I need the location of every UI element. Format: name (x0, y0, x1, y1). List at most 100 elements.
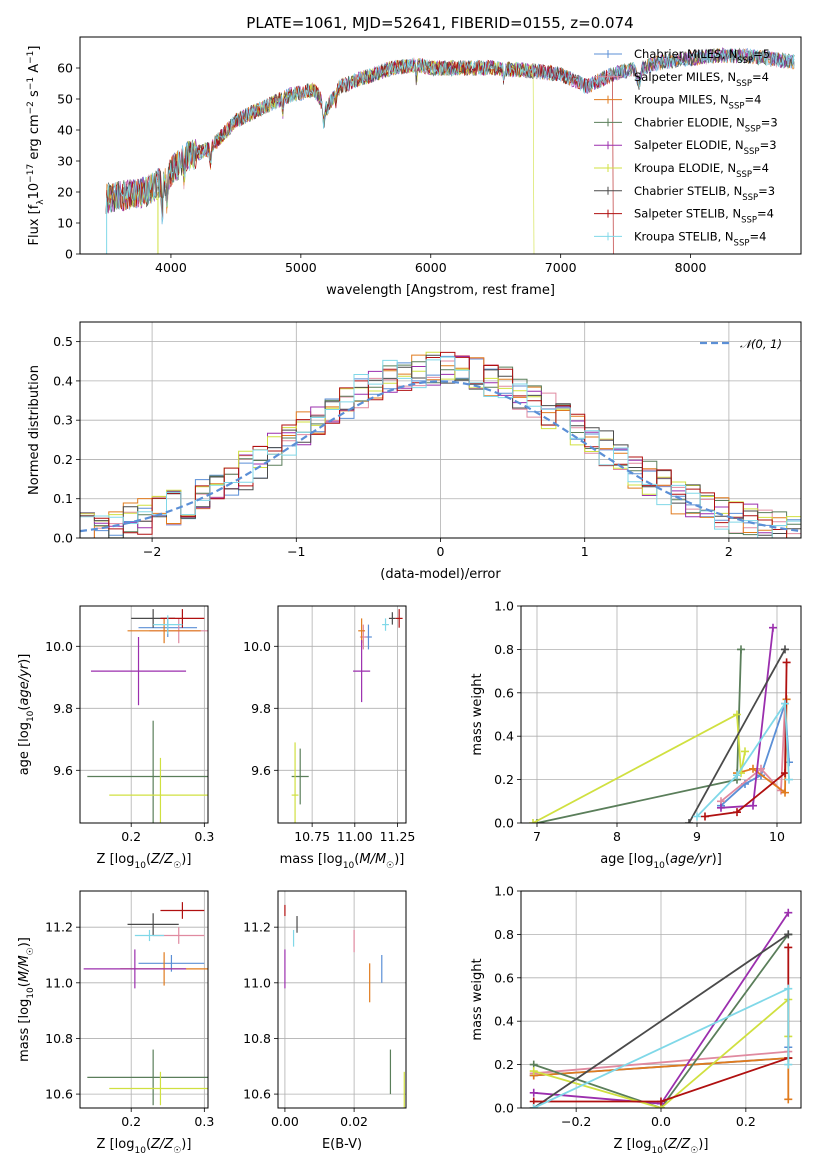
errorbar-salpeter_stelib (395, 609, 403, 628)
y-tick-label: 0 (65, 247, 73, 262)
y-tick-label: 0.2 (53, 452, 73, 467)
legend-label: Kroupa STELIB, NSSP=4 (634, 229, 766, 248)
weight-marker (769, 623, 777, 632)
y-tick-label: 11.0 (243, 975, 271, 990)
legend-suffix: =3 (761, 115, 778, 129)
legend-text: Chabrier ELODIE, N (634, 115, 745, 129)
spectrum-line-salpeter_stelib (105, 58, 614, 254)
y-axis-label: mass weight (470, 958, 485, 1040)
y-tick-label: 0.0 (494, 1101, 514, 1116)
x-tick-label: 8 (613, 829, 621, 844)
errorbar-salpeter_miles (359, 624, 367, 650)
plot-area (80, 351, 801, 538)
legend-sub: SSP (734, 238, 750, 248)
x-axis-label: age [log10(age/yr)] (600, 852, 722, 871)
y-tick-label: 0.0 (494, 816, 514, 831)
weight-marker (781, 645, 789, 654)
x-tick-label: −2 (143, 544, 161, 559)
legend-text: Salpeter MILES, N (634, 70, 736, 84)
x-axis-label: Z [log10(Z/Z☉)] (614, 1137, 709, 1156)
panel-weight_vs_age: 7 8 9 10 0.0 0.2 0.4 0.6 0.8 1.0 age [log10(age/yr… (470, 599, 802, 871)
x-tick-label: 0.2 (121, 1114, 141, 1129)
legend-label: Kroupa ELODIE, NSSP=4 (634, 161, 769, 180)
legend-label: Chabrier STELIB, NSSP=3 (634, 184, 775, 203)
hist-kroupa_stelib (80, 356, 801, 538)
y-tick-label: 11.0 (45, 975, 73, 990)
y-tick-label: 11.2 (45, 920, 73, 935)
axes-frame (79, 321, 802, 539)
y-tick-label: 10.6 (45, 1087, 73, 1102)
y-tick-label: 0.2 (494, 1057, 514, 1072)
weight-marker (741, 747, 749, 756)
weight-line-kroupa_elodie (532, 713, 746, 823)
legend-sub: SSP (742, 193, 758, 203)
weight-marker (784, 930, 793, 939)
ticks: 4000 5000 6000 7000 8000 0 10 20 30 40 50 60 (57, 61, 706, 276)
weight-line-salpeter_miles (720, 703, 786, 802)
legend-suffix: =4 (757, 207, 774, 221)
legend-sub: SSP (744, 147, 760, 157)
errorbar-salpeter_elodie (83, 949, 187, 989)
panel-age_vs_mass: 10.75 11.00 11.25 9.6 9.8 10.0 mass [log10(M/M… (243, 605, 415, 871)
legend-suffix: =4 (744, 93, 761, 107)
weight-marker (784, 984, 793, 993)
axes-frame (277, 890, 407, 1109)
y-tick-label: 0.8 (494, 927, 514, 942)
legend-label: Chabrier MILES, NSSP=5 (634, 47, 770, 66)
y-tick-label: 0.5 (53, 334, 73, 349)
errorbar-salpeter_elodie (90, 637, 187, 706)
y-tick-label: 40 (57, 123, 73, 138)
spectrum-line-kroupa_stelib (105, 48, 795, 224)
weight-marker (781, 788, 789, 797)
weight-marker (737, 645, 745, 654)
y-tick-label: 0.2 (494, 772, 514, 787)
axes-frame (277, 605, 407, 824)
weight-line-salpeter_stelib (704, 662, 788, 818)
plot-area (87, 609, 208, 823)
x-tick-label: 8000 (675, 260, 707, 275)
axes-frame (79, 36, 802, 255)
errorbar-salpeter_elodie (353, 640, 371, 703)
x-tick-label: 0 (437, 544, 445, 559)
legend-sub: SSP (729, 102, 745, 112)
grid (80, 606, 208, 823)
legend-sub: SSP (736, 170, 752, 180)
x-tick-label: 11.00 (337, 829, 373, 844)
figure-title: PLATE=1061, MJD=52641, FIBERID=0155, z=0… (246, 14, 633, 32)
y-tick-label: 0.0 (53, 531, 73, 546)
grid (278, 606, 406, 823)
errorbar-chabrier_elodie (87, 720, 208, 823)
x-axis-label: E(B-V) (322, 1137, 362, 1152)
x-tick-label: 7 (533, 829, 541, 844)
errorbar-salpeter_stelib (160, 902, 205, 919)
weight-marker (749, 764, 757, 773)
y-tick-label: 9.6 (251, 763, 271, 778)
x-tick-label: 1 (581, 544, 589, 559)
y-tick-label: 0.1 (53, 491, 73, 506)
x-tick-label: 0.2 (736, 1114, 756, 1129)
x-tick-label: −1 (287, 544, 305, 559)
y-tick-label: 10 (57, 216, 73, 231)
weight-marker (529, 819, 537, 823)
legend-suffix: =4 (749, 229, 766, 243)
y-axis-label: age [log10(age/yr)] (17, 654, 36, 776)
legend-label: Salpeter MILES, NSSP=4 (634, 70, 769, 89)
y-tick-label: 9.8 (53, 701, 73, 716)
weight-marker (784, 908, 793, 917)
y-tick-label: 60 (57, 61, 73, 76)
legend-text: Salpeter ELODIE, N (634, 138, 744, 152)
x-tick-label: 0.00 (271, 1114, 299, 1129)
errorbar-kroupa_stelib (382, 618, 389, 631)
y-tick-label: 10.0 (45, 639, 73, 654)
y-tick-label: 0.6 (494, 970, 514, 985)
legend-sub: SSP (736, 79, 752, 89)
ticks: 10.75 11.00 11.25 9.6 9.8 10.0 (243, 639, 415, 844)
y-axis-label: Flux [fλ10−17 erg cm−2 s−1 A−1] (26, 46, 46, 246)
grid (80, 891, 208, 1108)
legend-normal-label: 𝒩(0, 1) (740, 337, 782, 351)
x-axis-label: mass [log10(M/M☉)] (280, 852, 405, 871)
errorbar-chabrier_elodie (291, 748, 309, 805)
legend-text: Kroupa STELIB, N (634, 229, 734, 243)
